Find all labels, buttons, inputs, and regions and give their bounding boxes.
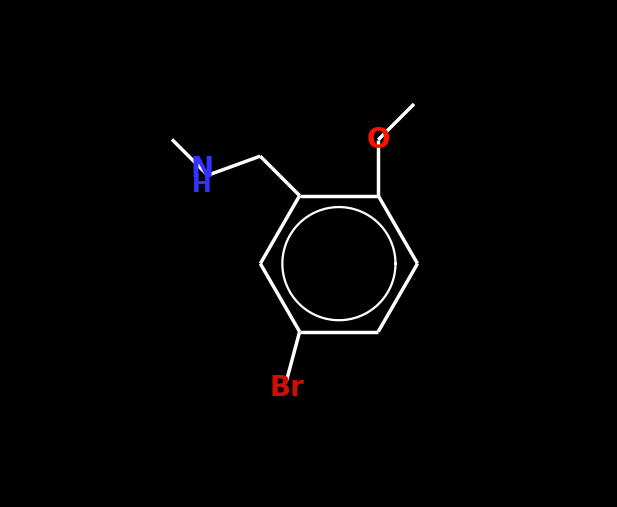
Text: O: O [366,126,390,154]
Text: Br: Br [269,374,304,402]
Text: N: N [190,155,213,183]
Text: H: H [192,173,212,197]
